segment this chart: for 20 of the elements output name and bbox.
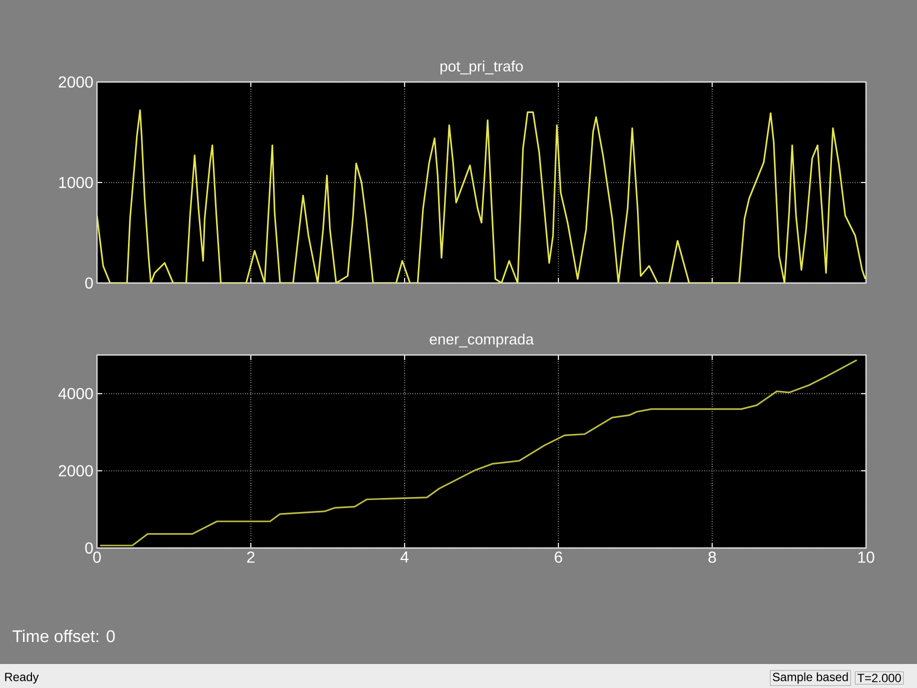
chart-title: pot_pri_trafo [440, 60, 523, 74]
y-tick-label: 2000 [58, 465, 93, 476]
y-tick-label: 2000 [58, 76, 93, 88]
text: Ready [5, 672, 39, 684]
x-tick-label: 4 [400, 552, 409, 562]
y-tick-label: 0 [85, 277, 93, 289]
text: Time offset: 0 [12, 630, 115, 642]
text: T=2.000 [857, 674, 901, 682]
x-tick-label: 6 [554, 552, 562, 563]
line-series [99, 359, 858, 546]
y-tick-label: 0 [85, 542, 93, 554]
x-tick-label: 0 [93, 552, 101, 563]
y-tick-label: 1000 [59, 176, 93, 188]
x-tick-label: 2 [247, 552, 254, 563]
x-tick-label: 8 [708, 552, 716, 563]
y-tick-label: 4000 [58, 388, 93, 400]
text: Sample based [772, 672, 848, 684]
x-tick-label: 10 [858, 552, 874, 563]
line-series [97, 109, 866, 283]
chart-title: ener_comprada [430, 334, 534, 348]
